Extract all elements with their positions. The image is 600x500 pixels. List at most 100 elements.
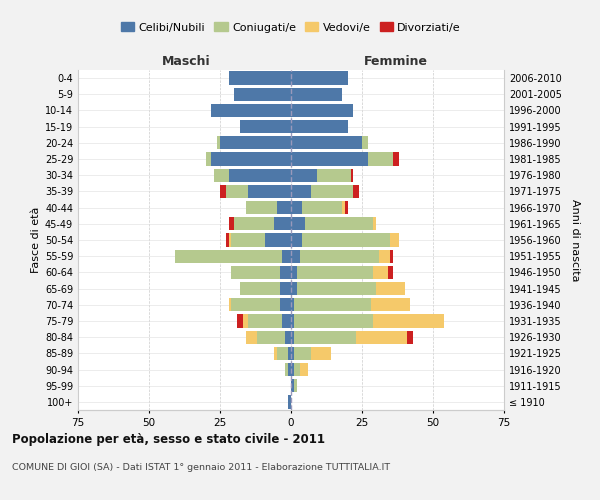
- Bar: [345, 201, 348, 214]
- Bar: [211, 104, 291, 117]
- Y-axis label: Fasce di età: Fasce di età: [31, 207, 41, 273]
- Bar: [280, 298, 291, 312]
- Bar: [245, 201, 277, 214]
- Bar: [214, 168, 229, 182]
- Bar: [291, 136, 362, 149]
- Bar: [294, 379, 296, 392]
- Bar: [240, 120, 291, 134]
- Bar: [291, 266, 296, 279]
- Bar: [283, 250, 291, 263]
- Bar: [175, 250, 283, 263]
- Bar: [211, 152, 291, 166]
- Bar: [232, 234, 265, 246]
- Bar: [291, 363, 294, 376]
- Bar: [291, 250, 299, 263]
- Bar: [291, 104, 353, 117]
- Bar: [277, 201, 291, 214]
- Bar: [280, 282, 291, 295]
- Bar: [291, 298, 294, 312]
- Bar: [286, 330, 291, 344]
- Bar: [232, 266, 280, 279]
- Bar: [291, 346, 294, 360]
- Bar: [373, 217, 376, 230]
- Bar: [226, 234, 229, 246]
- Bar: [342, 201, 345, 214]
- Bar: [206, 152, 211, 166]
- Bar: [265, 234, 291, 246]
- Bar: [299, 250, 379, 263]
- Bar: [393, 152, 399, 166]
- Bar: [317, 168, 350, 182]
- Bar: [305, 217, 373, 230]
- Bar: [243, 314, 248, 328]
- Bar: [220, 136, 291, 149]
- Text: COMUNE DI GIOI (SA) - Dati ISTAT 1° gennaio 2011 - Elaborazione TUTTITALIA.IT: COMUNE DI GIOI (SA) - Dati ISTAT 1° genn…: [12, 462, 390, 471]
- Text: Popolazione per età, sesso e stato civile - 2011: Popolazione per età, sesso e stato civil…: [12, 432, 325, 446]
- Bar: [294, 298, 371, 312]
- Bar: [291, 217, 305, 230]
- Bar: [376, 282, 404, 295]
- Bar: [229, 168, 291, 182]
- Text: Maschi: Maschi: [161, 54, 210, 68]
- Bar: [291, 168, 317, 182]
- Bar: [294, 314, 373, 328]
- Bar: [248, 185, 291, 198]
- Bar: [362, 136, 368, 149]
- Bar: [294, 346, 311, 360]
- Bar: [291, 330, 294, 344]
- Bar: [407, 330, 413, 344]
- Bar: [257, 330, 286, 344]
- Bar: [373, 266, 388, 279]
- Bar: [280, 266, 291, 279]
- Bar: [388, 266, 393, 279]
- Bar: [291, 379, 294, 392]
- Bar: [291, 88, 342, 101]
- Bar: [234, 217, 274, 230]
- Legend: Celibi/Nubili, Coniugati/e, Vedovi/e, Divorziati/e: Celibi/Nubili, Coniugati/e, Vedovi/e, Di…: [116, 18, 466, 37]
- Bar: [288, 396, 291, 408]
- Bar: [274, 217, 291, 230]
- Bar: [356, 330, 407, 344]
- Bar: [283, 314, 291, 328]
- Bar: [296, 266, 373, 279]
- Bar: [291, 72, 348, 85]
- Bar: [245, 330, 257, 344]
- Bar: [288, 363, 291, 376]
- Bar: [226, 185, 248, 198]
- Bar: [294, 363, 299, 376]
- Bar: [291, 282, 296, 295]
- Bar: [237, 314, 243, 328]
- Bar: [296, 282, 376, 295]
- Bar: [229, 72, 291, 85]
- Bar: [291, 152, 368, 166]
- Bar: [277, 346, 288, 360]
- Bar: [371, 298, 410, 312]
- Bar: [350, 168, 353, 182]
- Bar: [229, 217, 234, 230]
- Y-axis label: Anni di nascita: Anni di nascita: [570, 198, 580, 281]
- Bar: [286, 363, 288, 376]
- Bar: [232, 298, 280, 312]
- Bar: [302, 234, 391, 246]
- Bar: [294, 330, 356, 344]
- Bar: [373, 314, 445, 328]
- Bar: [353, 185, 359, 198]
- Bar: [234, 88, 291, 101]
- Bar: [274, 346, 277, 360]
- Bar: [288, 346, 291, 360]
- Bar: [299, 363, 308, 376]
- Bar: [217, 136, 220, 149]
- Bar: [291, 234, 302, 246]
- Bar: [291, 120, 348, 134]
- Bar: [229, 298, 232, 312]
- Bar: [391, 234, 399, 246]
- Bar: [240, 282, 280, 295]
- Text: Femmine: Femmine: [364, 54, 428, 68]
- Bar: [311, 346, 331, 360]
- Bar: [291, 201, 302, 214]
- Bar: [368, 152, 393, 166]
- Bar: [311, 185, 353, 198]
- Bar: [291, 314, 294, 328]
- Bar: [302, 201, 342, 214]
- Bar: [220, 185, 226, 198]
